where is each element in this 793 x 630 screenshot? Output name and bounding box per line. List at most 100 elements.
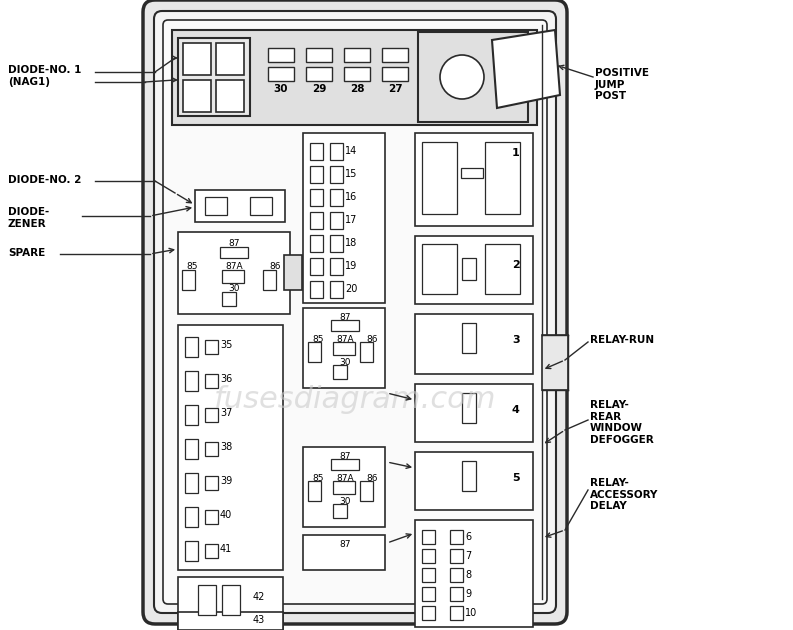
FancyBboxPatch shape <box>163 20 547 604</box>
Bar <box>415 520 533 627</box>
Bar <box>185 371 198 391</box>
Bar <box>205 340 218 354</box>
Text: 39: 39 <box>220 476 232 486</box>
Text: 30: 30 <box>274 84 288 94</box>
Text: 86: 86 <box>366 474 377 483</box>
Bar <box>216 80 244 112</box>
Bar <box>330 166 343 183</box>
Bar <box>415 452 533 510</box>
Text: DIODE-NO. 2: DIODE-NO. 2 <box>8 175 82 185</box>
Text: 30: 30 <box>228 284 239 293</box>
Bar <box>205 544 218 558</box>
Bar <box>250 197 272 215</box>
Bar <box>422 606 435 620</box>
Text: 16: 16 <box>345 192 358 202</box>
Bar <box>485 142 520 214</box>
Bar <box>183 43 211 75</box>
Text: DIODE-
ZENER: DIODE- ZENER <box>8 207 49 229</box>
Bar <box>422 142 457 214</box>
Bar <box>172 30 537 125</box>
Bar <box>333 365 347 379</box>
Text: 29: 29 <box>312 84 326 94</box>
Bar <box>268 48 294 62</box>
Text: 19: 19 <box>345 261 358 271</box>
Text: 43: 43 <box>253 615 265 625</box>
FancyBboxPatch shape <box>154 11 556 613</box>
Text: 14: 14 <box>345 146 358 156</box>
Text: 18: 18 <box>345 238 358 248</box>
Bar <box>263 270 276 290</box>
Text: 5: 5 <box>512 473 519 483</box>
Text: POSITIVE
JUMP
POST: POSITIVE JUMP POST <box>595 68 649 101</box>
Bar <box>462 393 476 423</box>
Text: 40: 40 <box>220 510 232 520</box>
Bar <box>308 481 321 501</box>
Text: 6: 6 <box>465 532 471 542</box>
Bar <box>422 568 435 582</box>
Text: 85: 85 <box>312 335 324 344</box>
Bar <box>178 232 290 314</box>
Bar <box>422 549 435 563</box>
Bar <box>284 255 302 290</box>
Text: 8: 8 <box>465 570 471 580</box>
Text: 7: 7 <box>465 551 471 561</box>
Bar <box>268 67 294 81</box>
Bar <box>462 258 476 280</box>
Bar <box>310 235 323 252</box>
Bar <box>205 442 218 456</box>
Bar <box>330 258 343 275</box>
Bar <box>415 133 533 226</box>
Bar <box>462 461 476 491</box>
Bar <box>360 342 373 362</box>
Bar <box>205 374 218 388</box>
Bar <box>205 510 218 524</box>
Bar <box>422 530 435 544</box>
Bar <box>330 189 343 206</box>
Bar <box>461 168 483 178</box>
Text: 87: 87 <box>228 239 239 248</box>
Bar <box>330 212 343 229</box>
Text: 37: 37 <box>220 408 232 418</box>
Text: 41: 41 <box>220 544 232 554</box>
Bar <box>462 323 476 353</box>
Bar <box>344 67 370 81</box>
Bar <box>422 587 435 601</box>
Text: 9: 9 <box>465 589 471 599</box>
Bar <box>450 530 463 544</box>
Text: 1: 1 <box>512 148 519 158</box>
Bar <box>198 585 216 615</box>
Bar <box>220 247 248 258</box>
Bar <box>331 459 359 470</box>
Bar <box>185 439 198 459</box>
Text: 4: 4 <box>512 405 520 415</box>
Bar <box>185 541 198 561</box>
Bar <box>382 67 408 81</box>
Text: 87: 87 <box>339 313 351 322</box>
Bar <box>303 447 385 527</box>
Bar <box>344 48 370 62</box>
Text: 87: 87 <box>339 540 351 549</box>
Text: fusesdiagram.com: fusesdiagram.com <box>214 386 496 415</box>
Text: 86: 86 <box>366 335 377 344</box>
Text: 38: 38 <box>220 442 232 452</box>
Bar <box>485 244 520 294</box>
Bar <box>310 281 323 298</box>
Text: 87A: 87A <box>336 335 354 344</box>
Text: RELAY-RUN: RELAY-RUN <box>590 335 654 345</box>
Polygon shape <box>492 30 560 108</box>
Bar <box>382 48 408 62</box>
Bar <box>450 549 463 563</box>
Bar <box>178 38 250 116</box>
Text: SPARE: SPARE <box>8 248 45 258</box>
Text: RELAY-
ACCESSORY
DELAY: RELAY- ACCESSORY DELAY <box>590 478 658 511</box>
Text: 85: 85 <box>186 262 197 271</box>
Bar <box>415 384 533 442</box>
Text: 3: 3 <box>512 335 519 345</box>
Text: RELAY-
REAR
WINDOW
DEFOGGER: RELAY- REAR WINDOW DEFOGGER <box>590 400 653 445</box>
Text: 15: 15 <box>345 169 358 179</box>
Bar <box>310 143 323 160</box>
Text: 17: 17 <box>345 215 358 225</box>
Bar <box>195 190 285 222</box>
Text: 42: 42 <box>253 592 266 602</box>
Bar <box>310 258 323 275</box>
